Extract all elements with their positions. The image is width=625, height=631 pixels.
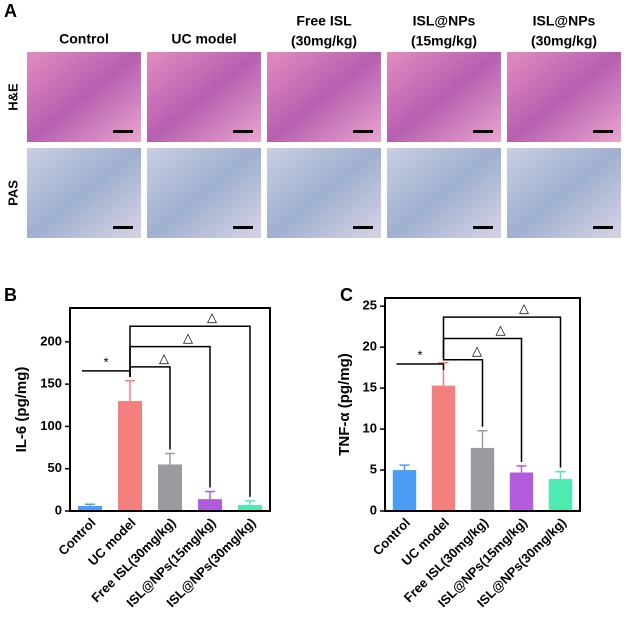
bar — [198, 499, 222, 511]
panel-letter: A — [4, 1, 17, 21]
bar — [158, 464, 182, 511]
bar — [470, 447, 495, 511]
y-tick-label: 200 — [40, 333, 62, 348]
y-tick-label: 10 — [363, 421, 377, 436]
histology-image — [387, 148, 501, 238]
column-label: ISL@NPs — [533, 13, 596, 29]
row-label: H&E — [5, 83, 20, 111]
bar — [431, 385, 456, 511]
scale-bar — [353, 226, 373, 229]
significance-mark: △ — [207, 310, 217, 325]
y-tick-label: 5 — [370, 461, 377, 476]
scale-bar — [473, 226, 493, 229]
y-tick-label: 100 — [40, 418, 62, 433]
plot-frame — [69, 307, 271, 512]
histology-image — [27, 148, 141, 238]
significance-mark: △ — [472, 343, 482, 358]
y-tick-label: 15 — [363, 380, 377, 395]
column-label: Free ISL — [296, 13, 352, 29]
histology-image — [27, 52, 141, 142]
histology-image — [387, 52, 501, 142]
histology-image — [507, 52, 621, 142]
column-label: (30mg/kg) — [531, 33, 597, 49]
panel-letter: C — [340, 285, 353, 305]
histology-image — [267, 52, 381, 142]
scale-bar — [593, 226, 613, 229]
scale-bar — [233, 226, 253, 229]
column-label: (15mg/kg) — [411, 33, 477, 49]
panel-letter: B — [4, 285, 17, 305]
y-tick-label: 150 — [40, 376, 62, 391]
histology-image — [507, 148, 621, 238]
bar — [238, 505, 262, 511]
scale-bar — [113, 130, 133, 133]
bar — [509, 472, 534, 511]
column-label: UC model — [171, 31, 236, 47]
plot-frame — [384, 297, 581, 512]
significance-mark: * — [417, 347, 422, 362]
significance-bracket — [442, 358, 484, 427]
scale-bar — [353, 130, 373, 133]
y-tick-label: 50 — [48, 460, 62, 475]
column-label: Control — [59, 31, 109, 47]
column-label: (30mg/kg) — [291, 33, 357, 49]
row-label: PAS — [5, 180, 20, 206]
significance-mark: △ — [183, 330, 193, 345]
y-tick-label: 20 — [363, 339, 377, 354]
significance-mark: △ — [496, 322, 506, 337]
bar — [118, 401, 142, 511]
significance-bracket — [82, 370, 131, 377]
significance-mark: * — [103, 354, 108, 369]
y-axis-label: TNF-α (pg/mg) — [336, 353, 353, 456]
significance-bracket — [442, 316, 562, 468]
bar — [548, 479, 573, 511]
y-tick-label: 0 — [370, 502, 377, 517]
y-tick-label: 0 — [55, 502, 62, 517]
histology-image — [147, 52, 261, 142]
scale-bar — [233, 130, 253, 133]
histology-image — [147, 148, 261, 238]
bar — [78, 505, 102, 511]
significance-bracket — [129, 325, 251, 497]
bar — [392, 470, 417, 511]
significance-mark: △ — [159, 350, 169, 365]
y-axis-label: IL-6 (pg/mg) — [13, 367, 30, 453]
scale-bar — [473, 130, 493, 133]
column-label: ISL@NPs — [413, 13, 476, 29]
histology-image — [267, 148, 381, 238]
y-tick-label: 25 — [363, 298, 377, 313]
scale-bar — [593, 130, 613, 133]
significance-bracket — [396, 363, 445, 371]
scale-bar — [113, 226, 133, 229]
significance-mark: △ — [519, 301, 529, 316]
